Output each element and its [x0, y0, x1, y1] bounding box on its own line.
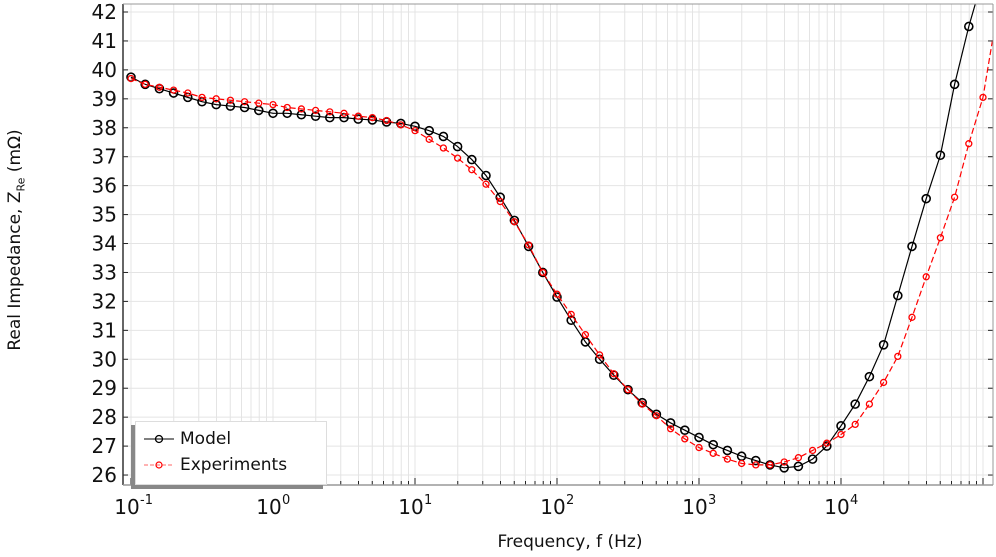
svg-text:36: 36: [92, 174, 117, 198]
svg-text:2: 2: [566, 493, 574, 508]
svg-text:28: 28: [92, 405, 117, 429]
svg-text:33: 33: [92, 260, 117, 284]
svg-text:-1: -1: [140, 493, 153, 508]
svg-text:3: 3: [708, 493, 716, 508]
svg-text:39: 39: [92, 87, 117, 111]
svg-text:30: 30: [92, 347, 117, 371]
svg-text:10: 10: [540, 495, 565, 519]
svg-text:42: 42: [92, 0, 117, 24]
svg-text:1: 1: [424, 493, 432, 508]
svg-text:4: 4: [850, 493, 858, 508]
diamond-marker-icon: [144, 461, 174, 469]
svg-text:41: 41: [92, 29, 117, 53]
svg-text:10: 10: [824, 495, 849, 519]
svg-text:31: 31: [92, 318, 117, 342]
svg-text:29: 29: [92, 376, 117, 400]
svg-text:32: 32: [92, 289, 117, 313]
svg-text:40: 40: [92, 58, 117, 82]
grid-lines: [123, 4, 993, 485]
y-axis-label: Real Impedance, ZRe (mΩ): [5, 129, 28, 351]
svg-text:10: 10: [398, 495, 423, 519]
svg-text:26: 26: [92, 463, 117, 487]
svg-text:27: 27: [92, 434, 117, 458]
svg-text:10: 10: [114, 495, 139, 519]
x-axis-label: Frequency, f (Hz): [497, 532, 643, 552]
circle-marker-icon: [144, 434, 174, 444]
svg-text:34: 34: [92, 232, 117, 256]
data-series: [126, 4, 993, 473]
legend-item-experiments: Experiments: [144, 454, 287, 476]
svg-text:10: 10: [682, 495, 707, 519]
svg-text:37: 37: [92, 145, 117, 169]
svg-text:0: 0: [282, 493, 290, 508]
svg-text:38: 38: [92, 116, 117, 140]
legend: Model Experiments: [135, 421, 327, 485]
svg-text:10: 10: [256, 495, 281, 519]
svg-text:35: 35: [92, 203, 117, 227]
legend-item-model: Model: [144, 428, 231, 450]
